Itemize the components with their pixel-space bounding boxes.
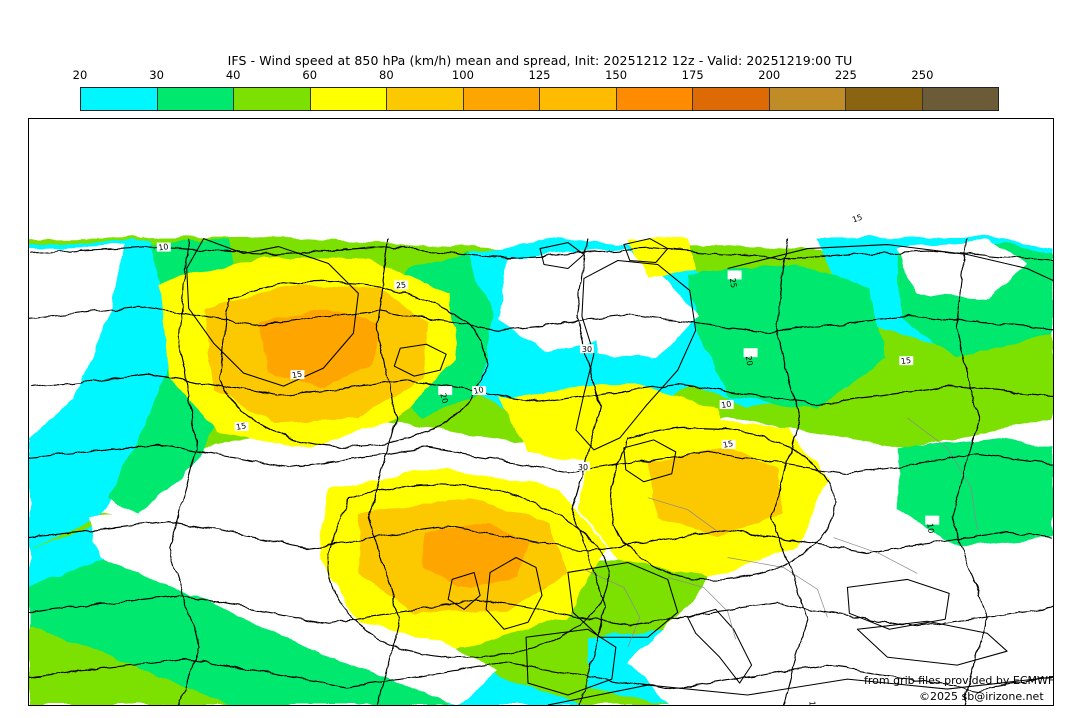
colorbar-tick-40: 40 <box>225 68 241 82</box>
colorbar-segment-40 <box>234 88 311 110</box>
colorbar-segment-150 <box>616 88 693 110</box>
colorbar-segment-20 <box>81 88 158 110</box>
colorbar-segment-100 <box>463 88 540 110</box>
colorbar-tick-labels: 20 30 40 60 80 100 125 150 175 200 225 250 <box>73 68 999 84</box>
colorbar: 20 30 40 60 80 100 125 150 175 200 225 250 <box>73 68 999 111</box>
colorbar-segment-60 <box>310 88 387 110</box>
colorbar-segment-125 <box>540 88 617 110</box>
svg-text:25: 25 <box>396 280 407 290</box>
svg-text:20: 20 <box>438 392 449 404</box>
colorbar-tick-125: 125 <box>528 68 551 82</box>
colorbar-tick-150: 150 <box>605 68 628 82</box>
svg-text:10: 10 <box>158 242 169 252</box>
colorbar-segment-175 <box>693 88 770 110</box>
svg-text:10: 10 <box>721 400 732 410</box>
colorbar-segment-250 <box>922 88 998 110</box>
svg-text:15: 15 <box>235 421 247 432</box>
svg-text:15: 15 <box>722 439 734 450</box>
colorbar-tick-175: 175 <box>681 68 704 82</box>
colorbar-tick-225: 225 <box>834 68 857 82</box>
colorbar-tick-30: 30 <box>149 68 164 82</box>
colorbar-segment-225 <box>846 88 923 110</box>
coastlines <box>186 238 1053 705</box>
colorbar-segment-30 <box>157 88 234 110</box>
copyright-credit: ©2025 sb@irizone.net <box>919 690 1044 703</box>
page-title: IFS - Wind speed at 850 hPa (km/h) mean … <box>227 53 853 68</box>
svg-text:15: 15 <box>851 213 864 225</box>
map-canvas[interactable]: 10 15 20 25 30 25 15 20 15 30 10 15 10 1… <box>28 118 1054 706</box>
colorbar-tick-200: 200 <box>758 68 781 82</box>
svg-text:30: 30 <box>578 463 588 472</box>
colorbar-tick-60: 60 <box>302 68 318 82</box>
contour-labels: 10 15 20 25 30 25 15 20 15 30 10 15 10 1… <box>156 213 940 705</box>
map-svg: 10 15 20 25 30 25 15 20 15 30 10 15 10 1… <box>29 119 1053 705</box>
colorbar-tick-100: 100 <box>451 68 474 82</box>
colorbar-segment-80 <box>387 88 464 110</box>
svg-text:10: 10 <box>925 523 935 534</box>
svg-text:30: 30 <box>582 345 592 354</box>
colorbar-tick-80: 80 <box>379 68 394 82</box>
svg-text:10: 10 <box>473 385 485 396</box>
colorbar-segment-200 <box>769 88 846 110</box>
svg-text:15: 15 <box>291 369 303 380</box>
data-source-credit: from grib files provided by ECMWF <box>864 674 1055 687</box>
svg-text:15: 15 <box>900 356 911 366</box>
svg-text:15: 15 <box>807 701 816 705</box>
colorbar-tick-20: 20 <box>72 68 88 82</box>
colorbar-gradient <box>80 87 999 111</box>
political-borders <box>583 417 978 648</box>
spread-contours <box>29 238 1053 705</box>
colorbar-tick-250: 250 <box>911 68 934 82</box>
svg-text:25: 25 <box>728 277 739 289</box>
svg-text:20: 20 <box>744 355 755 367</box>
